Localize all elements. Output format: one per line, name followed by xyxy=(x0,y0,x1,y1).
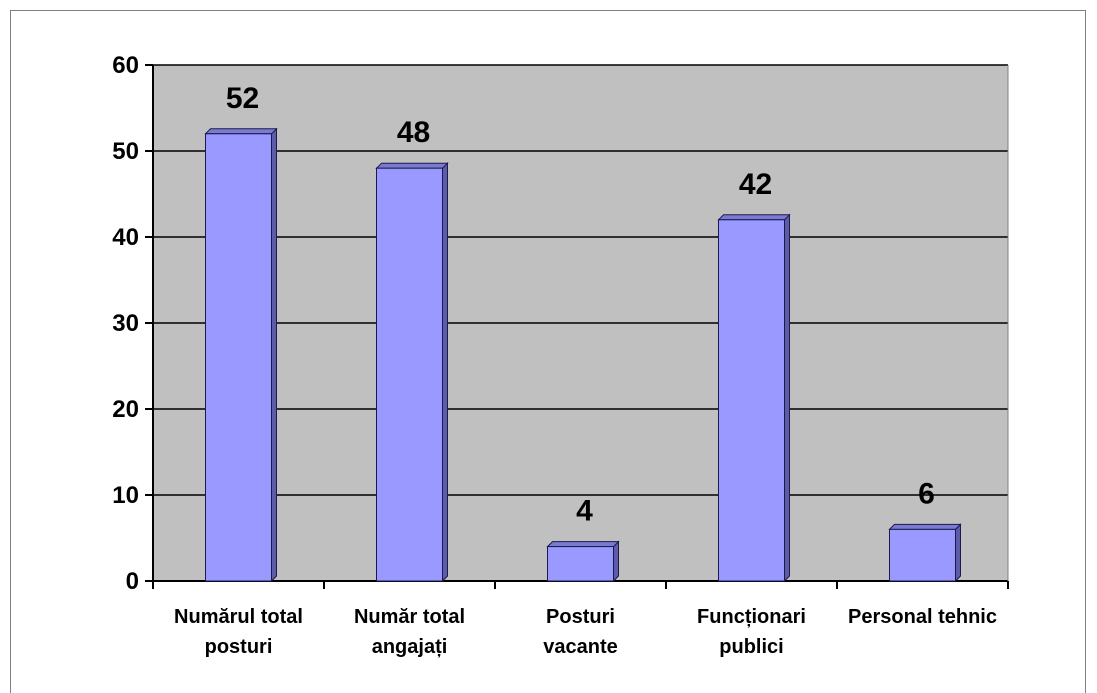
bar-front xyxy=(205,133,272,582)
category-label: Funcționari publici xyxy=(697,606,806,658)
category-label-line: publici xyxy=(719,636,783,658)
bar xyxy=(717,213,791,583)
bar-top xyxy=(546,541,620,548)
category-label-line: Funcționari xyxy=(697,606,806,628)
y-tick-label: 60 xyxy=(112,52,139,79)
bar-side xyxy=(784,213,790,583)
bar-side xyxy=(955,523,961,583)
bar-front xyxy=(718,219,785,582)
y-tick-label: 40 xyxy=(112,224,139,251)
category-label-line: angajați xyxy=(372,636,448,658)
bar xyxy=(546,540,620,583)
y-tick-label: 10 xyxy=(112,482,139,509)
bar-top xyxy=(204,128,278,135)
category-label: Număr total angajați xyxy=(354,606,465,658)
bar xyxy=(204,127,278,583)
gridlines xyxy=(153,64,1008,496)
category-label: Numărul total posturi xyxy=(174,606,303,658)
data-labels: 52 48 4 42 6 xyxy=(226,82,935,528)
x-axis-category-labels: Numărul total posturi Număr total angajați P… xyxy=(174,606,997,658)
category-label-line: vacante xyxy=(543,636,618,658)
data-label: 6 xyxy=(918,477,935,510)
data-label: 42 xyxy=(739,168,772,201)
bars xyxy=(204,127,962,583)
category-label-line: Posturi xyxy=(546,606,615,628)
y-tick-label: 50 xyxy=(112,138,139,165)
bar-side xyxy=(442,161,448,583)
bar xyxy=(888,523,962,583)
y-tick-label: 0 xyxy=(126,568,139,595)
data-label: 52 xyxy=(226,82,259,115)
bar xyxy=(375,161,449,583)
category-label-line: Numărul total xyxy=(174,606,303,628)
bar-front xyxy=(376,167,443,582)
category-label: Personal tehnic xyxy=(848,606,997,628)
bar-top xyxy=(375,162,449,169)
category-label-line: Personal tehnic xyxy=(848,606,997,628)
category-label-line: Număr total xyxy=(354,606,465,628)
data-label: 48 xyxy=(397,116,430,149)
bar-top xyxy=(888,523,962,530)
bar-top xyxy=(717,214,791,221)
bar-front xyxy=(547,546,614,582)
category-label: Posturi vacante xyxy=(543,606,618,658)
y-tick-label: 30 xyxy=(112,310,139,337)
y-axis-tick-labels: 0 10 20 30 40 50 60 xyxy=(112,52,139,595)
data-label: 4 xyxy=(576,495,593,528)
category-label-line: posturi xyxy=(205,636,273,658)
bar-side xyxy=(271,127,277,583)
y-tick-label: 20 xyxy=(112,396,139,423)
bar-front xyxy=(889,528,956,582)
bar-side xyxy=(613,540,619,583)
